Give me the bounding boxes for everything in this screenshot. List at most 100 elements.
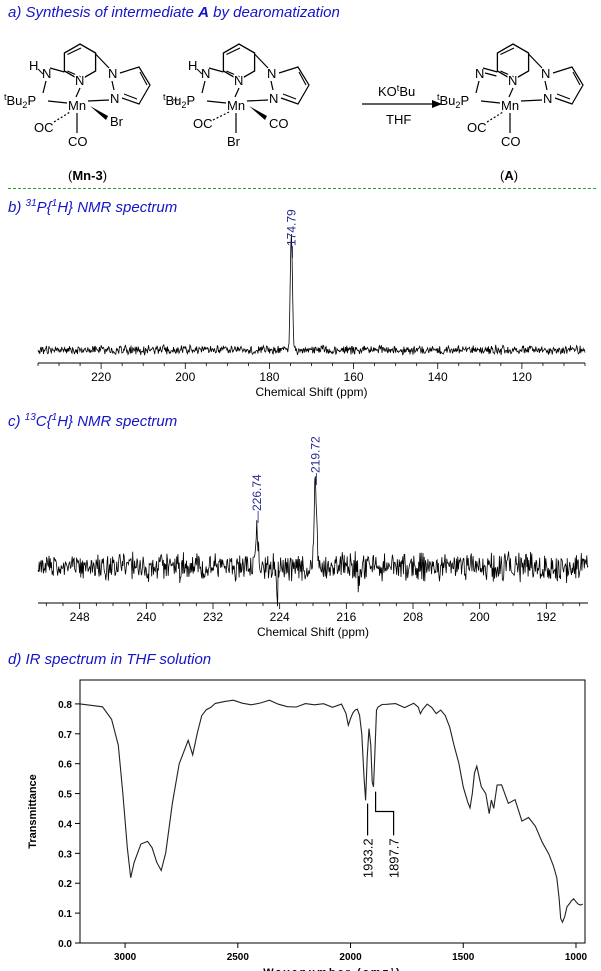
panel-c-title-sup1: 13: [24, 412, 36, 423]
annotation-group: 1897.7: [387, 838, 402, 878]
br-ligand: Br: [227, 134, 241, 149]
x-tick-label: 120: [512, 370, 532, 384]
pz-n2-label: N: [543, 91, 552, 106]
amine-n-label: N: [475, 66, 484, 81]
panel-c-title: c) 13C{1H} NMR spectrum: [8, 412, 177, 430]
pz-n2-label: N: [110, 91, 119, 106]
co-ligand-left: OC: [467, 120, 487, 135]
panel-a-title-suffix: by dearomatization: [208, 4, 340, 21]
x-tick-label: 3000: [114, 952, 137, 963]
scheme-structures: NMnNHtBu2PNNOCCOBrNMnNHtBu2PNNOCBrCONMnN…: [4, 43, 584, 183]
x-tick-label: 2500: [227, 952, 250, 963]
mn-label: Mn: [68, 98, 86, 113]
co-wedge-bond: [249, 106, 267, 120]
double-bond: [500, 47, 515, 56]
synthesis-scheme: NMnNHtBu2PNNOCCOBrNMnNHtBu2PNNOCBrCONMnN…: [4, 43, 584, 183]
pz-mn-bond: [87, 99, 110, 102]
x-tick-label: 224: [270, 610, 290, 624]
co-ligand-left: OC: [193, 116, 213, 131]
double-bond: [226, 70, 241, 78]
pz-mn-bond: [246, 99, 269, 102]
panel-d-title-text: d) IR spectrum in THF solution: [8, 651, 212, 668]
peak-annotation: 1897.7: [387, 838, 402, 878]
pyridine-ring: [63, 43, 97, 81]
nh-hydrogen: H: [188, 58, 197, 73]
panel-c-title-mid: C{: [35, 413, 52, 430]
panel-b-title-prefix: b): [8, 199, 26, 216]
c13-nmr-chart: 248 240 232 224 216 208 200 192 Chemical Shift (…: [37, 436, 589, 639]
p-mn-bond: [47, 100, 68, 104]
double-bond: [226, 47, 241, 56]
pz-n1-label: N: [541, 66, 550, 81]
reagent-kotbu: KOtBu: [378, 83, 415, 99]
pyridine-ring: [496, 43, 530, 81]
reagent-main: KO: [378, 84, 397, 99]
co-ligand-bottom: CO: [68, 134, 88, 149]
panel-a-title-prefix: a) Synthesis of intermediate: [8, 4, 199, 21]
ring-pz-bond: [95, 53, 110, 69]
co-ligand-left: OC: [34, 120, 54, 135]
panel-b-title-suffix: H} NMR spectrum: [57, 199, 178, 216]
x-tick-label: 200: [470, 610, 490, 624]
mn3-label-bold: Mn-3: [72, 168, 102, 183]
pyridine-n-label: N: [75, 73, 84, 88]
x-tick-label: 192: [536, 610, 556, 624]
x-tick-label: 240: [136, 610, 156, 624]
ring-n-bond: [482, 67, 498, 73]
p-mn-bond: [206, 100, 227, 104]
panel-b-title-sup1: 31: [25, 198, 37, 209]
ir-chart: 0.0 0.1 0.2 0.3 0.4 0.5 0.6 0.7 0.8 3000 2500 2000 1…: [27, 679, 588, 971]
panel-c-title-prefix: c): [8, 413, 25, 430]
nh-hydrogen: H: [29, 58, 38, 73]
y-tick-label: 0.4: [58, 819, 72, 830]
p-atom: P: [27, 93, 36, 108]
x-tick-label: 2000: [339, 952, 362, 963]
amine-n-label: N: [42, 66, 51, 81]
annotation-group: 1933.2: [361, 838, 376, 878]
x-axis-label: Chemical Shift (ppm): [257, 625, 369, 639]
a-label-bold: A: [504, 168, 514, 183]
tbu-sub: 2: [181, 100, 186, 110]
br-ligand: Br: [110, 114, 124, 129]
panel-divider: [8, 188, 596, 189]
panel-c-title-sup2: 1: [51, 412, 58, 423]
peak-label-group: —174.79: [284, 209, 298, 258]
n-p-bond: [42, 80, 47, 94]
pyrazole-ring: [278, 66, 310, 105]
spectrum-line: [37, 476, 589, 607]
x-tick-label: 140: [428, 370, 448, 384]
pyridine-n-label: N: [234, 73, 243, 88]
x-tick-label: 232: [203, 610, 223, 624]
plus-sign: +: [172, 92, 180, 107]
x-tick-label: 1500: [452, 952, 475, 963]
double-bond: [500, 70, 515, 78]
n-n-bond: [544, 80, 548, 91]
n-n-bond: [111, 80, 115, 91]
pz-double-bond: [556, 93, 571, 100]
y-tick-label: 0.1: [58, 909, 72, 920]
pyrazole-ring: [119, 66, 151, 105]
peak-label-group: —226.74: [250, 474, 264, 523]
n-mn-bond: [75, 87, 81, 98]
ring-n-bond: [49, 67, 65, 73]
p31-nmr-chart: 220 200 180 160 140 120 Chemical Shift (ppm) —1…: [37, 209, 586, 399]
mn-label: Mn: [501, 98, 519, 113]
amine-n-label: N: [201, 66, 210, 81]
peak-label: —226.74: [250, 474, 264, 523]
y-axis-label: Transmittance: [27, 774, 39, 849]
pz-double-bond: [572, 71, 581, 86]
panel-b-title-sup2: 1: [51, 198, 58, 209]
n-n-bond: [270, 80, 274, 91]
y-tick-label: 0.3: [58, 849, 72, 860]
ir-series-line: [79, 699, 583, 924]
x-tick-label: 160: [344, 370, 364, 384]
x-tick-label: 216: [336, 610, 356, 624]
tbu-sup: t: [4, 92, 7, 102]
tbu2p-label: tBu2P: [437, 92, 469, 110]
a-label-open: (: [500, 168, 505, 183]
x-tick-label: 220: [91, 370, 111, 384]
pz-mn-bond: [520, 99, 543, 102]
y-tick-label: 0.5: [58, 790, 72, 801]
x-axis-label: Chemical Shift (ppm): [255, 385, 367, 399]
